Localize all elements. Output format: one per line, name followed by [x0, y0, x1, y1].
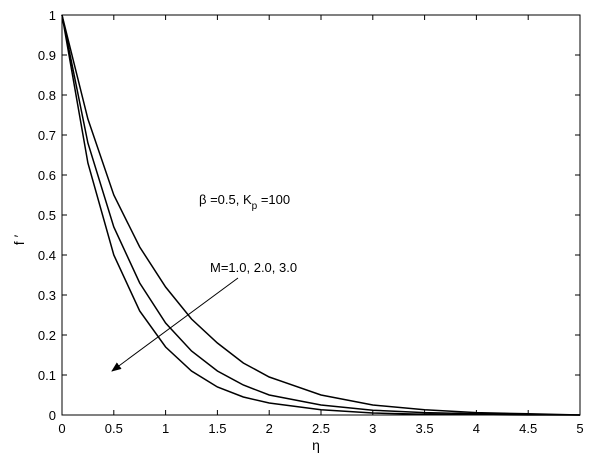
- y-tick-label: 0.7: [38, 128, 56, 143]
- x-tick-label: 2: [266, 421, 273, 436]
- annotation: M=1.0, 2.0, 3.0: [210, 260, 297, 275]
- x-tick-label: 0: [58, 421, 65, 436]
- annotation: β =0.5, Kp =100: [199, 192, 290, 212]
- x-tick-label: 4.5: [519, 421, 537, 436]
- x-tick-label: 2.5: [312, 421, 330, 436]
- x-tick-label: 3: [369, 421, 376, 436]
- y-tick-label: 1: [49, 8, 56, 23]
- y-tick-label: 0.3: [38, 288, 56, 303]
- x-tick-label: 1: [162, 421, 169, 436]
- y-tick-label: 0.1: [38, 368, 56, 383]
- x-tick-label: 3.5: [416, 421, 434, 436]
- y-axis-label: f ′: [11, 234, 27, 245]
- annotation-text: β =0.5, K: [199, 192, 252, 207]
- y-tick-label: 0.8: [38, 88, 56, 103]
- series-line: [61, 14, 580, 416]
- y-tick-label: 0.4: [38, 248, 56, 263]
- x-tick-label: 0.5: [105, 421, 123, 436]
- x-tick-label: 4: [473, 421, 480, 436]
- y-tick-label: 0: [49, 408, 56, 423]
- plot-frame: [61, 14, 581, 416]
- y-tick-label: 0.2: [38, 328, 56, 343]
- x-tick-label: 1.5: [208, 421, 226, 436]
- x-axis-label: η: [312, 437, 320, 453]
- y-tick-label: 0.6: [38, 168, 56, 183]
- y-tick-label: 0.9: [38, 48, 56, 63]
- series-line: [61, 14, 581, 416]
- series-line: [61, 14, 581, 416]
- y-tick-label: 0.5: [38, 208, 56, 223]
- annotation-arrow: [111, 277, 239, 372]
- x-tick-label: 5: [576, 421, 583, 436]
- annotation-subscript: p: [252, 201, 258, 212]
- annotation-text: =100: [257, 192, 290, 207]
